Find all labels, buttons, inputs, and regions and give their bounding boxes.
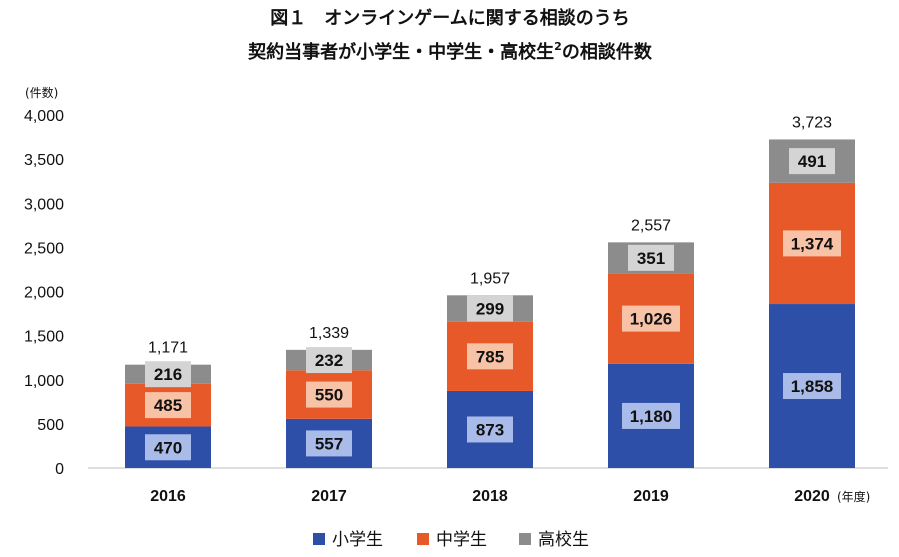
total-label: 3,723 (792, 114, 832, 131)
data-label-high-school: 351 (637, 249, 665, 268)
data-label-high-school: 216 (154, 365, 182, 384)
data-label-box-elementary (306, 430, 352, 457)
data-label-elementary: 470 (154, 438, 182, 457)
x-axis-unit-label: (年度) (837, 489, 870, 504)
chart-title-line2-main: 契約当事者が小学生・中学生・高校生 (247, 41, 554, 63)
data-label-box-junior-high (467, 343, 513, 370)
data-label-box-high-school (306, 347, 352, 374)
data-label-elementary: 557 (315, 434, 343, 453)
y-tick-label: 500 (37, 417, 64, 434)
y-axis-unit-label: (件数) (25, 85, 58, 100)
legend-swatch-elementary (313, 533, 325, 545)
x-tick-label: 2017 (311, 488, 347, 505)
data-label-box-elementary (467, 416, 513, 443)
y-tick-label: 3,500 (24, 152, 64, 169)
legend-swatch-junior-high (417, 533, 429, 545)
data-label-box-junior-high (145, 392, 191, 419)
x-tick-label: 2019 (633, 488, 669, 505)
data-label-box-elementary (145, 434, 191, 461)
x-tick-label: 2016 (150, 488, 186, 505)
data-label-box-junior-high (783, 230, 841, 257)
data-label-junior-high: 485 (154, 396, 182, 415)
data-label-box-junior-high (622, 305, 680, 332)
y-tick-label: 1,000 (24, 373, 64, 390)
x-tick-label: 2020 (794, 488, 830, 505)
legend-label-high-school: 高校生 (538, 530, 589, 550)
total-label: 1,339 (309, 325, 349, 342)
data-label-elementary: 1,858 (791, 377, 834, 396)
legend-swatch-high-school (519, 533, 531, 545)
chart-title-line1: 図１ オンラインゲームに関する相談のうち (270, 7, 629, 29)
data-label-box-elementary (783, 373, 841, 400)
data-label-junior-high: 1,374 (791, 234, 834, 253)
plot-area: 0 500 1,000 1,500 2,000 2,500 3,000 3,500 4,000 4… (24, 108, 888, 505)
chart-title-line2: 契約当事者が小学生・中学生・高校生2の相談件数 (247, 40, 653, 63)
y-tick-label: 4,000 (24, 108, 64, 125)
data-label-high-school: 299 (476, 299, 504, 318)
data-label-junior-high: 785 (476, 347, 504, 366)
data-label-box-junior-high (306, 381, 352, 408)
data-label-box-elementary (622, 402, 680, 429)
legend-label-elementary: 小学生 (332, 530, 383, 550)
data-label-box-high-school (145, 361, 191, 388)
x-tick-label: 2018 (472, 488, 508, 505)
y-tick-label: 0 (55, 461, 64, 478)
legend: 小学生 中学生 高校生 (313, 530, 589, 550)
data-label-junior-high: 550 (315, 386, 343, 405)
chart-title-line2-suffix: の相談件数 (562, 41, 653, 63)
y-tick-label: 2,000 (24, 285, 64, 302)
data-label-box-high-school (628, 244, 674, 271)
total-label: 2,557 (631, 217, 671, 234)
data-label-high-school: 491 (798, 152, 826, 171)
y-tick-label: 3,000 (24, 196, 64, 213)
data-label-box-high-school (467, 295, 513, 322)
data-label-elementary: 873 (476, 420, 504, 439)
data-label-junior-high: 1,026 (630, 310, 673, 329)
legend-label-junior-high: 中学生 (436, 530, 487, 550)
total-label: 1,171 (148, 340, 188, 357)
data-label-elementary: 1,180 (630, 407, 673, 426)
y-tick-label: 2,500 (24, 240, 64, 257)
data-label-box-high-school (789, 148, 835, 175)
total-label: 1,957 (470, 270, 510, 287)
y-tick-label: 1,500 (24, 329, 64, 346)
data-label-high-school: 232 (315, 351, 343, 370)
chart-title-superscript: 2 (554, 40, 562, 53)
